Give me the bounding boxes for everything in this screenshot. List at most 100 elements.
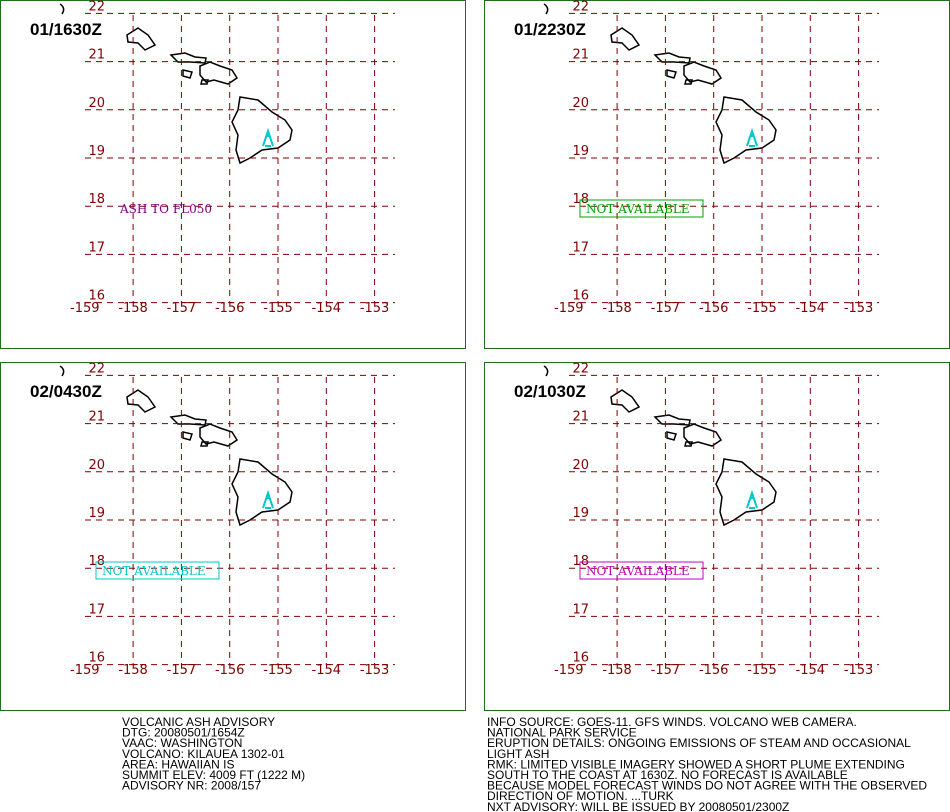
valid-time: 01/2230Z: [514, 20, 586, 39]
advisory-line: DTG: 20080501/1654Z: [122, 726, 245, 740]
lon-label: -153: [844, 301, 874, 316]
advisory-line: NXT ADVISORY: WILL BE ISSUED BY 20080501…: [487, 800, 789, 812]
lon-label: -159: [554, 301, 584, 316]
lon-label: -154: [796, 301, 826, 316]
valid-time: 02/1030Z: [514, 382, 586, 401]
lat-label: 21: [572, 48, 589, 63]
island: [715, 458, 777, 527]
lon-label: -153: [360, 301, 390, 316]
lon-label: -157: [167, 301, 197, 316]
lon-label: -155: [263, 301, 293, 316]
lat-label: 19: [88, 144, 105, 159]
island: [653, 52, 691, 64]
island: [200, 79, 209, 85]
lon-label: -155: [263, 663, 293, 678]
lon-label: -156: [699, 301, 729, 316]
island: [666, 69, 677, 79]
lat-label: 22: [572, 0, 589, 14]
island: [169, 414, 207, 426]
lat-label: 21: [88, 48, 105, 63]
lon-label: -159: [70, 301, 100, 316]
advisory-line: DIRECTION OF MOTION. ...TURK: [487, 789, 674, 803]
lat-label: 17: [88, 240, 105, 255]
lat-label: 19: [88, 506, 105, 521]
lon-label: -155: [747, 663, 777, 678]
island: [169, 52, 207, 64]
lon-label: -153: [844, 663, 874, 678]
lon-label: -159: [554, 663, 584, 678]
island: [683, 423, 723, 447]
advisory-line: ADVISORY NR: 2008/157: [122, 779, 261, 793]
lon-label: -158: [118, 301, 148, 316]
lat-label: 19: [572, 506, 589, 521]
advisory-line: VOLCANIC ASH ADVISORY: [122, 715, 275, 729]
island: [182, 69, 193, 79]
lon-label: -153: [360, 663, 390, 678]
ash-annotation: ASH TO FL050: [119, 202, 212, 216]
volcano-symbol: [262, 489, 274, 509]
lon-label: -154: [312, 301, 342, 316]
lat-label: 20: [572, 96, 589, 111]
panel-frame: [484, 362, 950, 711]
annotation-box: [579, 199, 704, 218]
island: [610, 389, 641, 413]
lon-label: -157: [651, 663, 681, 678]
island: [182, 431, 193, 441]
lon-label: -155: [747, 301, 777, 316]
panel-frame: [0, 0, 466, 349]
annotation-box: [579, 561, 704, 580]
advisory-line: ERUPTION DETAILS: ONGOING EMISSIONS OF S…: [487, 736, 911, 750]
advisory-line: RMK: LIMITED VISIBLE IMAGERY SHOWED A SH…: [487, 757, 905, 771]
advisory-line: VAAC: WASHINGTON: [122, 736, 242, 750]
lon-label: -158: [118, 663, 148, 678]
island: [199, 61, 239, 85]
lat-label: 22: [88, 361, 105, 376]
kauai-edge: [543, 365, 549, 377]
lat-label: 19: [572, 144, 589, 159]
valid-time: 01/1630Z: [30, 20, 102, 39]
island: [231, 96, 293, 165]
lat-label: 17: [572, 602, 589, 617]
lat-label: 16: [88, 651, 105, 666]
lat-label: 21: [88, 410, 105, 425]
island: [610, 27, 641, 51]
annotation-box: [95, 561, 220, 580]
kauai-edge: [543, 3, 549, 15]
lon-label: -159: [70, 663, 100, 678]
ash-annotation: NOT AVAILABLE: [586, 202, 690, 216]
lat-label: 18: [88, 192, 105, 207]
lat-label: 22: [572, 361, 589, 376]
island: [231, 458, 293, 527]
island: [683, 61, 723, 85]
island: [684, 79, 693, 85]
advisory-line: VOLCANO: KILAUEA 1302-01: [122, 747, 285, 761]
lon-label: -157: [167, 663, 197, 678]
lat-label: 17: [572, 240, 589, 255]
lat-label: 21: [572, 410, 589, 425]
advisory-line: INFO SOURCE: GOES-11. GFS WINDS. VOLCANO…: [487, 715, 857, 729]
kauai-edge: [59, 3, 65, 15]
lat-label: 20: [572, 458, 589, 473]
advisory-line: LIGHT ASH: [487, 747, 549, 761]
island: [199, 423, 239, 447]
island: [200, 441, 209, 447]
lon-label: -156: [699, 663, 729, 678]
volcano-symbol: [746, 127, 758, 147]
lon-label: -157: [651, 301, 681, 316]
advisory-line: SUMMIT ELEV: 4009 FT (1222 M): [122, 768, 305, 782]
island: [653, 414, 691, 426]
lon-label: -158: [602, 301, 632, 316]
lat-label: 16: [572, 651, 589, 666]
lat-label: 20: [88, 458, 105, 473]
advisory-line: BECAUSE MODEL FORECAST WINDS DO NOT AGRE…: [487, 779, 927, 793]
island: [126, 389, 157, 413]
lon-label: -156: [215, 301, 245, 316]
lon-label: -154: [796, 663, 826, 678]
ash-annotation: NOT AVAILABLE: [586, 564, 690, 578]
lat-label: 20: [88, 96, 105, 111]
lon-label: -154: [312, 663, 342, 678]
